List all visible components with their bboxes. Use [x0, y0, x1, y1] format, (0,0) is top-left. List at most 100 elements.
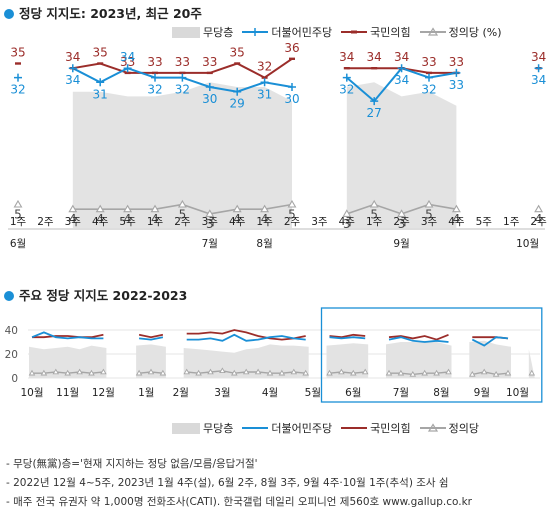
ppp-label-13: 34: [367, 50, 382, 64]
ppp-point-9: [261, 76, 268, 79]
justice-point-7: [205, 209, 215, 217]
ppp-point-13: [371, 67, 378, 70]
ppp-label-6: 33: [175, 55, 190, 69]
dpk-point-19: [534, 64, 543, 73]
justice-point-15: [424, 199, 434, 208]
dpk-line2-0: [31, 331, 104, 340]
dpk-point-3: [96, 78, 105, 87]
dpk-line2-1: [139, 336, 164, 341]
month2-label-10: 8월: [433, 387, 449, 399]
legend2-label-justice: 정의당: [448, 422, 479, 435]
justice-point2-0: [28, 369, 36, 376]
justice-point2-13: [183, 368, 190, 375]
none-area2-1: [136, 344, 166, 378]
bottom-chart-title-text: 주요 정당 지지도 2022-2023: [19, 288, 188, 303]
week-tick-6: 2주: [174, 216, 191, 228]
justice-point2-14: [195, 369, 202, 376]
y-tick-2: 40: [5, 325, 18, 337]
week-tick-7: 3주: [202, 216, 219, 228]
justice-label-16: 4: [453, 212, 461, 226]
ppp-label-19: 34: [531, 50, 546, 64]
ppp-label-10: 36: [284, 41, 299, 55]
legend-item-dpk: 더불어민주당: [242, 24, 332, 40]
justice-point-19: [534, 204, 544, 213]
month2-label-2: 12월: [92, 387, 115, 399]
dpk-point-6: [178, 73, 187, 82]
none-swatch-icon-2: [172, 422, 200, 434]
dpk-label-19: 34: [531, 73, 546, 87]
dpk-line-icon: [242, 28, 269, 36]
justice-point-2: [68, 204, 78, 213]
legend-item-justice: 정의당 (%): [419, 24, 502, 40]
month2-label-3: 1월: [138, 387, 154, 399]
dpk-label-5: 32: [147, 83, 162, 97]
month-label-2: 8월: [256, 238, 272, 250]
week-tick-0: 1주: [10, 216, 27, 228]
week-tick-19: 2주: [530, 216, 547, 228]
legend2-label-dpk: 더불어민주당: [271, 422, 333, 435]
dpk-label-2: 34: [65, 73, 80, 87]
ppp-point-10: [289, 57, 295, 60]
justice-point2-5: [88, 369, 95, 376]
justice-point-8: [232, 204, 242, 213]
justice-point-0: [13, 199, 23, 208]
title-bullet-icon-2: [4, 291, 14, 301]
justice-point2-21: [278, 369, 286, 376]
ppp-point-5: [152, 71, 158, 75]
dpk-point-14: [397, 64, 406, 73]
footnote-1: - 무당(無黨)층='현재 지지하는 정당 없음/모름/응답거절': [6, 458, 258, 470]
dpk-line-icon-2: [242, 427, 269, 429]
justice-line-icon-2: [419, 423, 446, 432]
dpk-point-5: [151, 73, 159, 82]
justice-point-12: [342, 209, 352, 217]
justice-point2-37: [469, 371, 476, 377]
month2-label-8: 6월: [345, 387, 361, 399]
dpk-label-7: 30: [202, 92, 217, 106]
none-area2-0: [29, 345, 107, 378]
dpk-label-4: 34: [120, 50, 135, 64]
month2-label-0: 10월: [20, 387, 43, 399]
justice-point-9: [260, 204, 270, 213]
week-tick-11: 3주: [311, 216, 328, 228]
ppp-point-0: [15, 62, 21, 65]
dpk-label-12: 32: [339, 83, 354, 97]
top-chart-title-text: 정당 지지도: 2023년, 최근 20주: [19, 6, 202, 21]
week-tick-17: 5주: [476, 216, 493, 228]
dpk-point-2: [68, 64, 77, 73]
ppp-point-12: [343, 67, 350, 70]
legend2-item-none: 무당층: [172, 420, 233, 436]
justice-label-4: 4: [124, 212, 132, 226]
ppp-line2-2: [186, 329, 306, 341]
justice-label-10: 5: [288, 208, 296, 222]
justice-point2-10: [147, 368, 155, 375]
dpk-label-15: 32: [421, 83, 436, 97]
ppp-point-4: [124, 71, 131, 75]
justice-point2-39: [492, 371, 500, 377]
none-area2-4: [386, 340, 452, 378]
dpk-label-13: 27: [367, 106, 382, 120]
recent-period-highlight: [320, 307, 543, 403]
week-tick-10: 2주: [284, 216, 301, 228]
month-label-0: 6월: [10, 238, 26, 250]
justice-label-8: 4: [233, 212, 241, 226]
dpk-point-9: [260, 78, 269, 87]
ppp-point-7: [206, 71, 213, 75]
justice-point2-4: [76, 368, 83, 375]
justice-point2-38: [480, 368, 488, 375]
ppp-line2-4: [388, 333, 449, 341]
ppp-point-15: [426, 71, 432, 75]
dpk-label-3: 31: [93, 87, 108, 101]
dpk-point-8: [233, 87, 242, 96]
ppp-point-8: [234, 62, 241, 65]
dpk-line2-2: [186, 333, 306, 342]
dpk-point-10: [288, 83, 296, 91]
justice-label-7: 3: [206, 217, 214, 231]
ppp-label-16: 33: [449, 55, 464, 69]
justice-label-0: 5: [14, 208, 22, 222]
week-tick-8: 4주: [229, 216, 246, 228]
ppp-label-8: 35: [230, 46, 245, 60]
legend2-item-ppp: 국민의힘: [341, 420, 411, 436]
dpk-point-0: [14, 73, 22, 82]
title-bullet-icon: [4, 9, 14, 19]
